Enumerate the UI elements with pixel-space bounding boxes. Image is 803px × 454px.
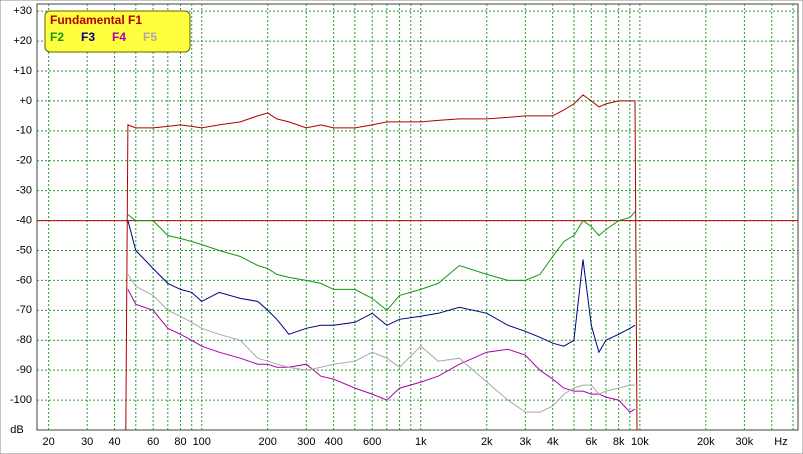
y-tick-label: -30	[16, 185, 32, 197]
x-tick-label: 6k	[585, 436, 597, 448]
x-tick-label: 1k	[415, 436, 427, 448]
y-unit: dB	[10, 424, 23, 436]
x-tick-label: 8k	[613, 436, 625, 448]
x-tick-label: 4k	[547, 436, 559, 448]
legend-box	[44, 10, 191, 53]
y-tick-label: +0	[19, 95, 32, 107]
y-tick-label: -100	[10, 394, 32, 406]
x-tick-label: 40	[108, 436, 120, 448]
y-tick-label: +30	[13, 5, 32, 17]
x-tick-label: 80	[174, 436, 186, 448]
x-tick-label: 600	[363, 436, 381, 448]
x-tick-label: 10k	[631, 436, 649, 448]
y-tick-label: +20	[13, 35, 32, 47]
series-line	[127, 274, 635, 413]
y-tick-label: -10	[16, 125, 32, 137]
y-tick-label: -70	[16, 304, 32, 316]
legend-label: F4	[112, 30, 126, 44]
series-lines	[125, 94, 638, 431]
x-tick-label: 30	[81, 436, 93, 448]
y-tick-label: -50	[16, 244, 32, 256]
series-line	[127, 289, 636, 413]
x-tick-label: 300	[297, 436, 315, 448]
x-tick-label: 20k	[697, 436, 715, 448]
y-tick-label: -60	[16, 274, 32, 286]
x-tick-label: 30k	[736, 436, 754, 448]
series-line	[127, 220, 636, 354]
x-tick-label: 20	[42, 436, 54, 448]
legend-label: F5	[143, 30, 157, 44]
x-tick-label: 200	[259, 436, 277, 448]
x-tick-label: 2k	[481, 436, 493, 448]
y-tick-label: +10	[13, 65, 32, 77]
series-line	[127, 211, 636, 311]
x-unit: Hz	[774, 436, 787, 448]
y-tick-label: -80	[16, 334, 32, 346]
legend-label: F3	[81, 30, 95, 44]
x-tick-label: 100	[193, 436, 211, 448]
y-tick-label: -20	[16, 155, 32, 167]
legend-label: Fundamental F1	[50, 13, 142, 27]
x-tick-label: 60	[147, 436, 159, 448]
x-tick-label: 400	[324, 436, 342, 448]
y-tick-label: -90	[16, 364, 32, 376]
grid	[37, 4, 798, 430]
legend: Fundamental F1 F2 F3 F4 F5	[44, 10, 191, 53]
x-tick-label: 3k	[520, 436, 532, 448]
legend-label: F2	[50, 30, 64, 44]
plot-area	[36, 3, 799, 431]
series-line	[125, 94, 638, 431]
y-tick-label: -40	[16, 214, 32, 226]
